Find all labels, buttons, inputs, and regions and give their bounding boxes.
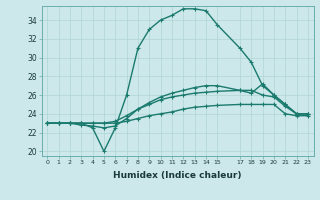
X-axis label: Humidex (Indice chaleur): Humidex (Indice chaleur) <box>113 171 242 180</box>
